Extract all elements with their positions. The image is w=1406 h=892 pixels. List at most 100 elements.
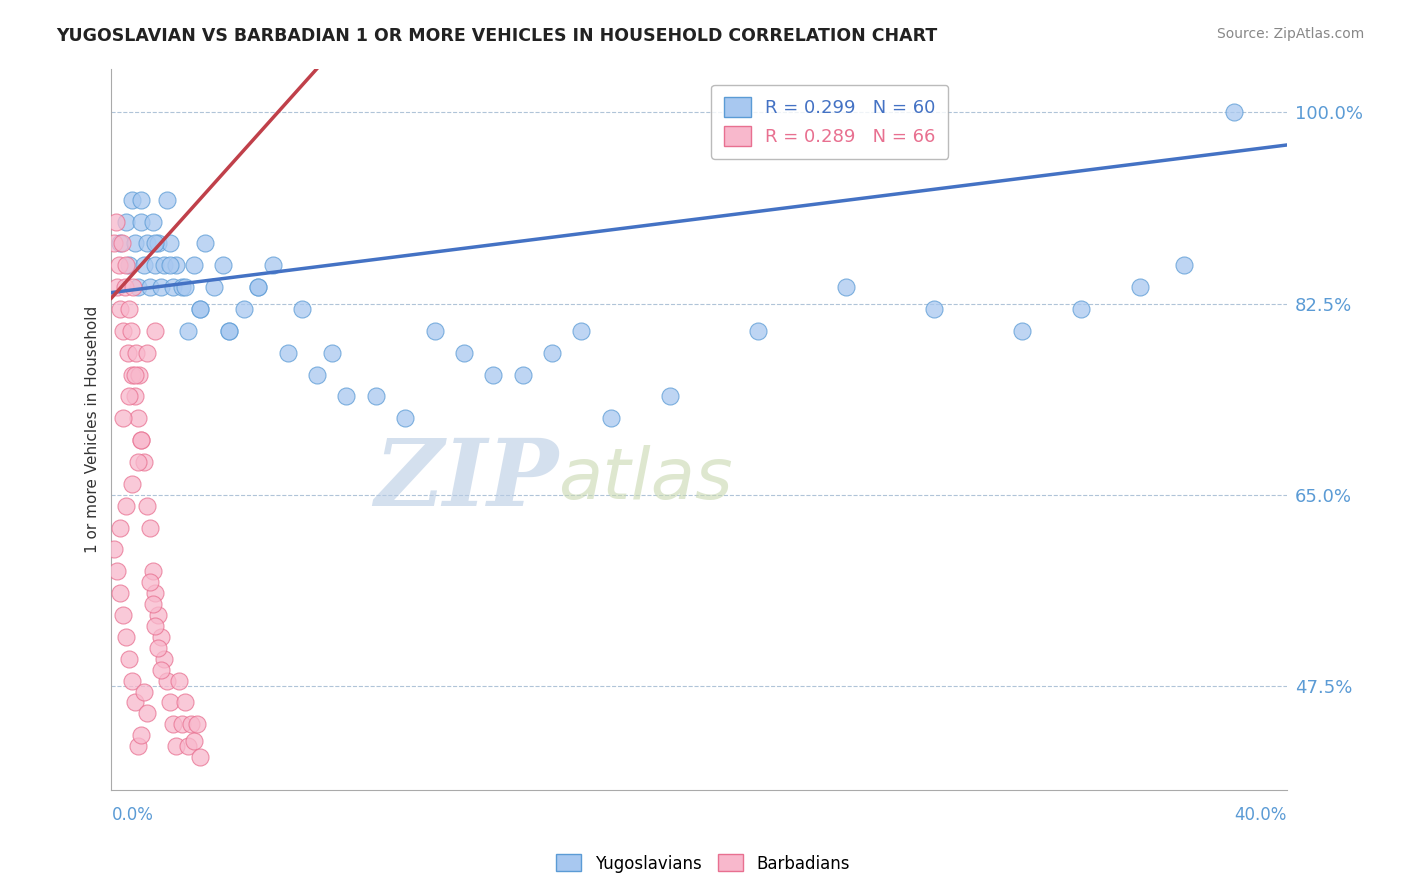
Point [212, 258, 235, 272]
Point [121, 193, 143, 207]
Point [112, 607, 135, 622]
Point [571, 324, 593, 338]
Point [165, 739, 187, 753]
Point [156, 673, 179, 688]
Point [599, 411, 621, 425]
Point [105, 564, 128, 578]
Point [115, 214, 138, 228]
Point [173, 695, 195, 709]
Point [129, 193, 152, 207]
Point [132, 258, 155, 272]
Point [127, 739, 149, 753]
Point [135, 236, 157, 251]
Point [183, 258, 205, 272]
Point [482, 368, 505, 382]
Legend: Yugoslavians, Barbadians: Yugoslavians, Barbadians [550, 847, 856, 880]
Point [321, 345, 343, 359]
Point [145, 258, 167, 272]
Point [124, 389, 146, 403]
Point [394, 411, 416, 425]
Legend: R = 0.299   N = 60, R = 0.289   N = 66: R = 0.299 N = 60, R = 0.289 N = 66 [711, 85, 949, 159]
Point [167, 673, 190, 688]
Point [247, 280, 270, 294]
Point [307, 368, 329, 382]
Point [194, 236, 217, 251]
Point [129, 433, 152, 447]
Point [145, 586, 167, 600]
Point [159, 695, 181, 709]
Point [117, 345, 139, 359]
Point [423, 324, 446, 338]
Point [132, 455, 155, 469]
Point [1173, 258, 1195, 272]
Point [129, 214, 152, 228]
Point [132, 684, 155, 698]
Point [188, 301, 211, 316]
Point [105, 280, 128, 294]
Point [364, 389, 387, 403]
Point [145, 324, 167, 338]
Point [115, 258, 138, 272]
Y-axis label: 1 or more Vehicles in Household: 1 or more Vehicles in Household [86, 306, 100, 553]
Point [162, 717, 184, 731]
Point [118, 258, 141, 272]
Point [153, 651, 176, 665]
Text: 40.0%: 40.0% [1234, 806, 1286, 824]
Point [124, 368, 146, 382]
Point [165, 258, 187, 272]
Point [110, 301, 132, 316]
Point [177, 739, 200, 753]
Point [148, 607, 170, 622]
Point [188, 301, 211, 316]
Point [135, 345, 157, 359]
Point [141, 564, 163, 578]
Point [156, 193, 179, 207]
Point [118, 301, 141, 316]
Point [835, 280, 858, 294]
Point [159, 258, 181, 272]
Point [138, 520, 160, 534]
Point [110, 520, 132, 534]
Point [747, 324, 769, 338]
Point [110, 586, 132, 600]
Point [128, 368, 150, 382]
Point [177, 324, 200, 338]
Point [118, 389, 141, 403]
Point [111, 236, 134, 251]
Point [148, 640, 170, 655]
Text: ZIP: ZIP [374, 434, 558, 524]
Point [112, 324, 135, 338]
Point [153, 258, 176, 272]
Text: 0.0%: 0.0% [111, 806, 153, 824]
Point [127, 280, 149, 294]
Point [1011, 324, 1033, 338]
Point [218, 324, 240, 338]
Point [1222, 105, 1244, 120]
Point [150, 630, 173, 644]
Point [512, 368, 534, 382]
Point [335, 389, 357, 403]
Point [127, 411, 149, 425]
Point [183, 733, 205, 747]
Point [145, 236, 167, 251]
Point [247, 280, 270, 294]
Point [103, 542, 125, 557]
Point [122, 280, 145, 294]
Point [125, 345, 148, 359]
Point [135, 706, 157, 721]
Point [291, 301, 314, 316]
Point [202, 280, 225, 294]
Point [112, 411, 135, 425]
Point [232, 301, 254, 316]
Point [115, 499, 138, 513]
Point [121, 673, 143, 688]
Point [124, 695, 146, 709]
Point [170, 280, 193, 294]
Point [218, 324, 240, 338]
Point [145, 619, 167, 633]
Point [141, 597, 163, 611]
Point [922, 301, 945, 316]
Point [162, 280, 184, 294]
Point [262, 258, 284, 272]
Point [124, 236, 146, 251]
